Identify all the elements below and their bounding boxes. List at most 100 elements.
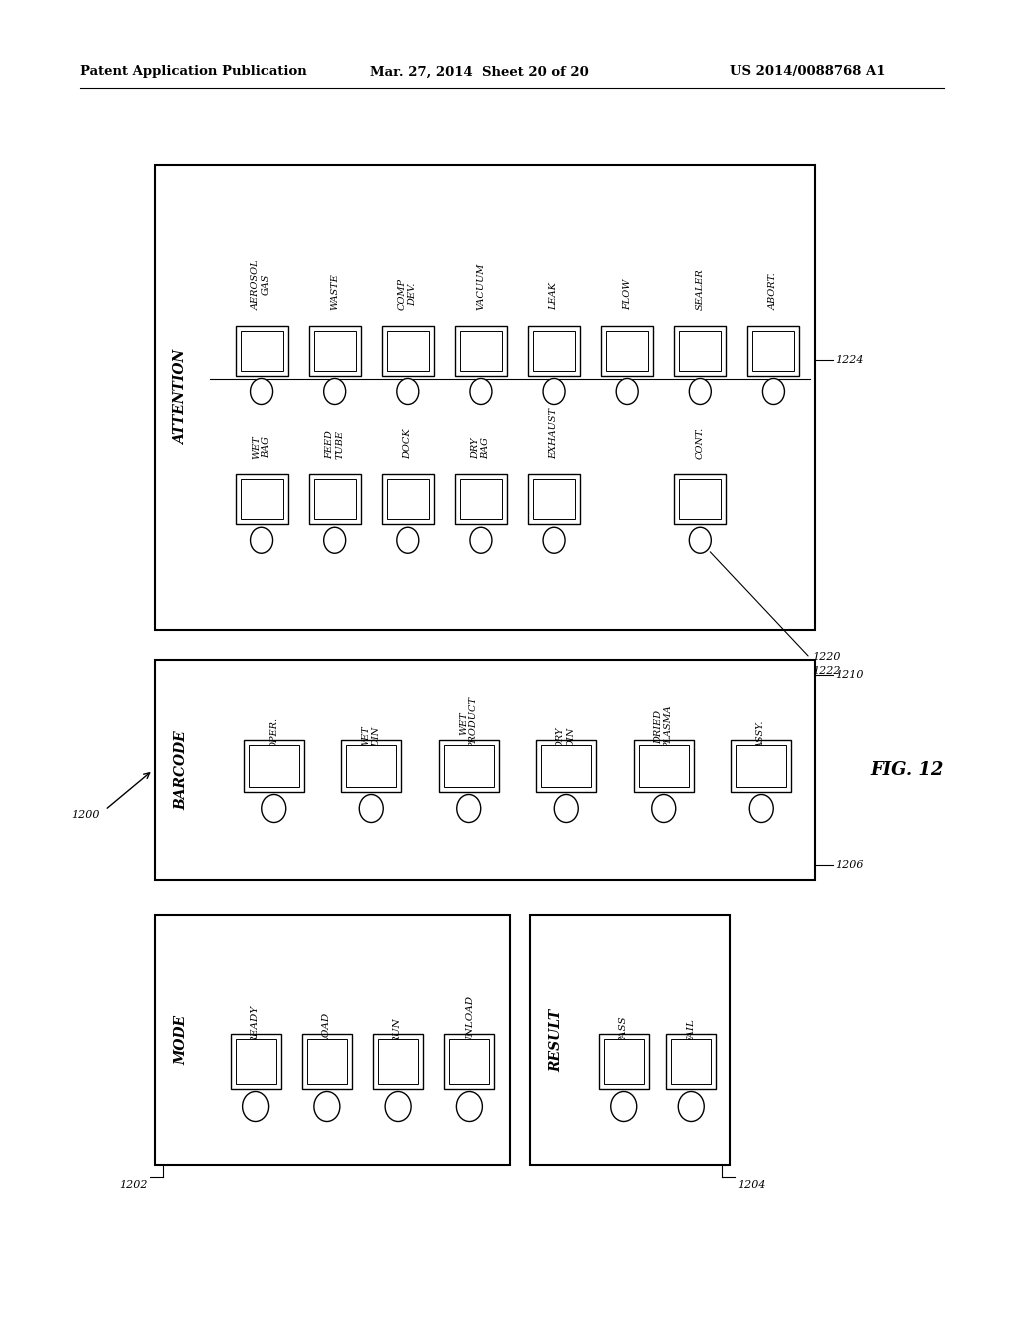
Bar xyxy=(679,330,721,371)
Bar xyxy=(675,474,726,524)
Bar xyxy=(236,474,288,524)
Text: WET
PRODUCT: WET PRODUCT xyxy=(459,697,478,748)
Bar xyxy=(443,744,494,787)
Bar xyxy=(155,660,815,880)
Text: READY: READY xyxy=(251,1006,260,1044)
Text: 1202: 1202 xyxy=(120,1180,148,1191)
Text: Mar. 27, 2014  Sheet 20 of 20: Mar. 27, 2014 Sheet 20 of 20 xyxy=(370,66,589,78)
Ellipse shape xyxy=(324,527,346,553)
Text: OPER.: OPER. xyxy=(269,717,279,748)
Bar xyxy=(731,739,792,792)
Text: RESULT: RESULT xyxy=(549,1008,563,1072)
Ellipse shape xyxy=(397,379,419,404)
Ellipse shape xyxy=(651,795,676,822)
Bar xyxy=(455,326,507,375)
Ellipse shape xyxy=(359,795,383,822)
Bar xyxy=(604,1039,644,1084)
Bar xyxy=(460,330,502,371)
Bar xyxy=(534,479,575,519)
Text: US 2014/0088768 A1: US 2014/0088768 A1 xyxy=(730,66,886,78)
Text: PASS: PASS xyxy=(620,1016,629,1044)
Text: VACUUM: VACUUM xyxy=(476,263,485,310)
Ellipse shape xyxy=(457,795,480,822)
Bar xyxy=(542,744,591,787)
Text: SEALER: SEALER xyxy=(696,268,705,310)
Bar xyxy=(672,1039,712,1084)
Bar xyxy=(599,1034,649,1089)
Text: UNLOAD: UNLOAD xyxy=(465,995,474,1044)
Bar xyxy=(249,744,299,787)
Ellipse shape xyxy=(750,795,773,822)
Bar xyxy=(530,915,730,1166)
Ellipse shape xyxy=(385,1092,411,1122)
Ellipse shape xyxy=(470,527,492,553)
Bar xyxy=(537,739,596,792)
Text: DRY
DIN: DRY DIN xyxy=(557,727,575,748)
Bar xyxy=(346,744,396,787)
Ellipse shape xyxy=(689,527,712,553)
Bar xyxy=(236,326,288,375)
Bar xyxy=(748,326,800,375)
Text: DRY
BAG: DRY BAG xyxy=(471,437,490,459)
Ellipse shape xyxy=(324,379,346,404)
Text: 1200: 1200 xyxy=(72,810,100,820)
Bar xyxy=(675,326,726,375)
Bar xyxy=(606,330,648,371)
Bar xyxy=(639,744,689,787)
Bar xyxy=(528,326,580,375)
Text: BARCODE: BARCODE xyxy=(174,730,188,810)
Bar xyxy=(679,479,721,519)
Bar xyxy=(302,1034,352,1089)
Bar xyxy=(244,739,304,792)
Bar xyxy=(444,1034,495,1089)
Text: COMP
DEV.: COMP DEV. xyxy=(398,279,418,310)
Text: ABORT.: ABORT. xyxy=(769,272,778,310)
Bar xyxy=(308,326,360,375)
Bar xyxy=(230,1034,281,1089)
Text: LEAK: LEAK xyxy=(550,282,558,310)
Ellipse shape xyxy=(457,1092,482,1122)
Ellipse shape xyxy=(610,1092,637,1122)
Text: DRIED
PLASMA: DRIED PLASMA xyxy=(654,705,674,748)
Text: EXHAUST: EXHAUST xyxy=(550,408,558,459)
Ellipse shape xyxy=(251,379,272,404)
Bar xyxy=(438,739,499,792)
Bar xyxy=(387,330,429,371)
Text: 1222: 1222 xyxy=(812,667,841,676)
Ellipse shape xyxy=(243,1092,268,1122)
Text: LOAD: LOAD xyxy=(323,1012,332,1044)
Bar xyxy=(534,330,575,371)
Bar xyxy=(382,326,434,375)
Text: FAIL: FAIL xyxy=(687,1019,695,1044)
Text: DOCK: DOCK xyxy=(403,428,413,459)
Text: 1220: 1220 xyxy=(812,652,841,663)
Bar xyxy=(155,165,815,630)
Text: FIG. 12: FIG. 12 xyxy=(870,762,943,779)
Text: ASSY.: ASSY. xyxy=(757,721,766,748)
Text: CONT.: CONT. xyxy=(696,426,705,459)
Text: MODE: MODE xyxy=(174,1015,188,1065)
Ellipse shape xyxy=(251,527,272,553)
Text: 1206: 1206 xyxy=(835,861,863,870)
Bar xyxy=(307,1039,347,1084)
Bar xyxy=(155,915,510,1166)
Text: FEED
TUBE: FEED TUBE xyxy=(325,430,344,459)
Ellipse shape xyxy=(397,527,419,553)
Bar xyxy=(387,479,429,519)
Text: RUN: RUN xyxy=(393,1018,402,1044)
Ellipse shape xyxy=(470,379,492,404)
Text: ATTENTION: ATTENTION xyxy=(174,350,188,445)
Bar xyxy=(455,474,507,524)
Bar xyxy=(236,1039,275,1084)
Ellipse shape xyxy=(554,795,579,822)
Ellipse shape xyxy=(689,379,712,404)
Bar xyxy=(308,474,360,524)
Text: WET
BAG: WET BAG xyxy=(252,436,271,459)
Text: WET
DIN: WET DIN xyxy=(361,726,381,748)
Ellipse shape xyxy=(262,795,286,822)
Ellipse shape xyxy=(678,1092,705,1122)
Bar xyxy=(378,1039,418,1084)
Bar xyxy=(460,479,502,519)
Bar xyxy=(601,326,653,375)
Text: Patent Application Publication: Patent Application Publication xyxy=(80,66,307,78)
